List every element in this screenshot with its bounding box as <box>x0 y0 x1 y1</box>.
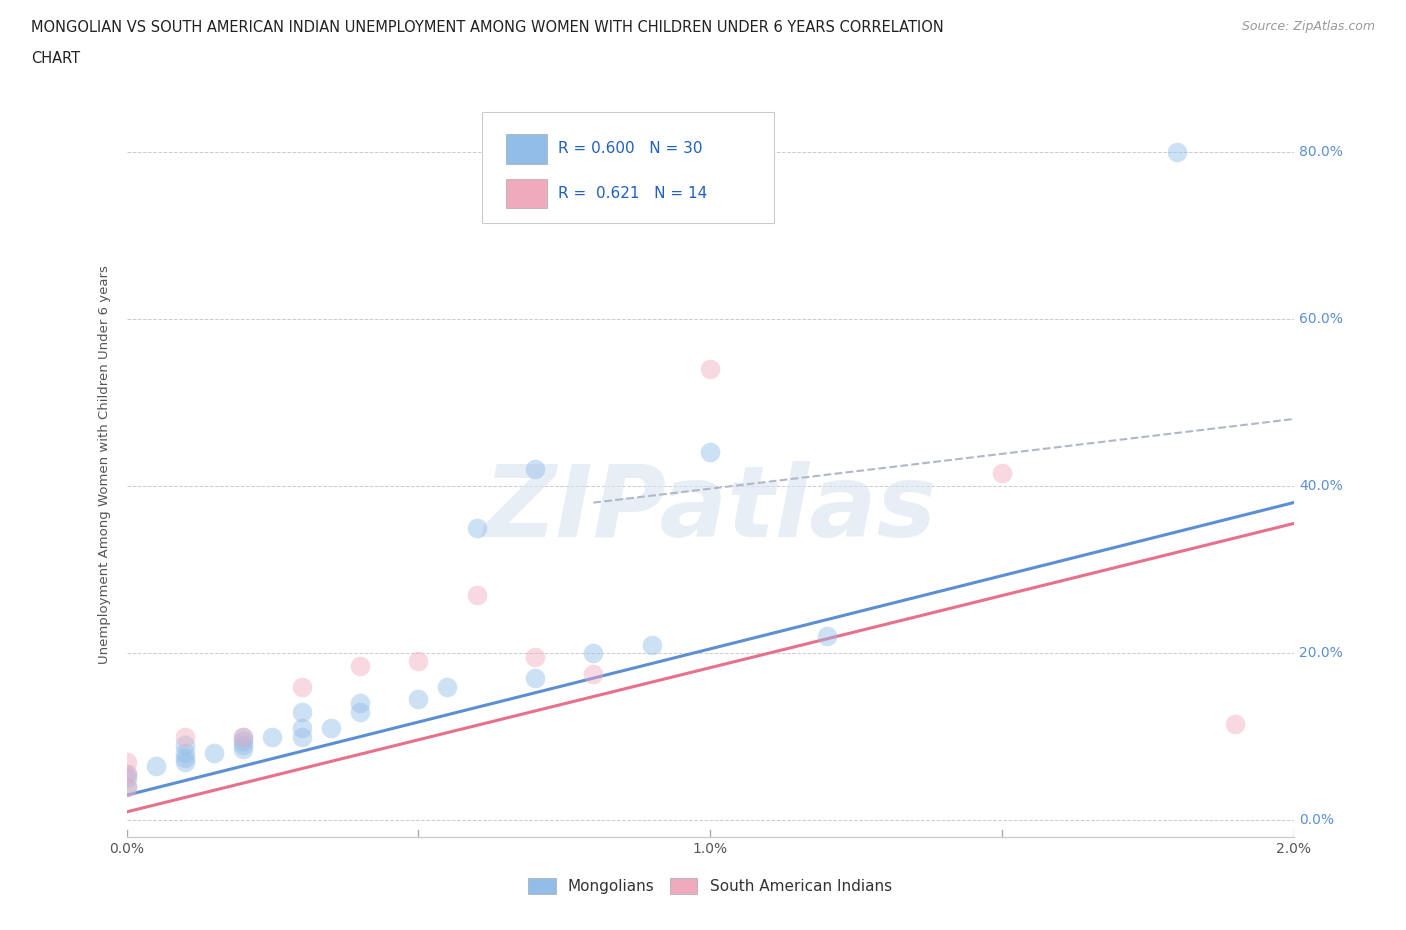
Point <box>232 729 254 744</box>
Point <box>115 767 138 782</box>
Point <box>115 779 138 794</box>
Text: R =  0.621   N = 14: R = 0.621 N = 14 <box>558 186 707 201</box>
Point <box>290 704 312 719</box>
Point <box>465 587 488 602</box>
Text: 60.0%: 60.0% <box>1299 312 1343 326</box>
Point <box>640 637 664 652</box>
Text: R = 0.600   N = 30: R = 0.600 N = 30 <box>558 140 703 155</box>
Point <box>408 654 430 669</box>
Point <box>115 754 138 769</box>
Point <box>145 759 167 774</box>
Point <box>349 658 371 673</box>
Text: ZIPatlas: ZIPatlas <box>484 461 936 558</box>
Point <box>232 729 254 744</box>
Legend: Mongolians, South American Indians: Mongolians, South American Indians <box>522 871 898 900</box>
Text: MONGOLIAN VS SOUTH AMERICAN INDIAN UNEMPLOYMENT AMONG WOMEN WITH CHILDREN UNDER : MONGOLIAN VS SOUTH AMERICAN INDIAN UNEMP… <box>31 20 943 35</box>
Point <box>523 650 546 665</box>
Point <box>202 746 225 761</box>
Point <box>699 362 721 377</box>
Point <box>349 704 371 719</box>
Point <box>990 466 1012 481</box>
Point <box>1166 144 1188 159</box>
Point <box>815 629 838 644</box>
Point <box>232 734 254 749</box>
Point <box>290 729 312 744</box>
Point <box>290 679 312 694</box>
Point <box>262 729 284 744</box>
Text: 0.0%: 0.0% <box>1299 813 1334 828</box>
Point <box>408 692 430 707</box>
Point <box>1223 717 1247 732</box>
Point <box>232 742 254 757</box>
Point <box>582 667 605 682</box>
Point <box>436 679 458 694</box>
Text: 80.0%: 80.0% <box>1299 144 1343 158</box>
FancyBboxPatch shape <box>482 112 775 223</box>
Point <box>232 737 254 752</box>
Text: 20.0%: 20.0% <box>1299 646 1343 660</box>
Bar <box>506 179 547 208</box>
Point <box>523 671 546 685</box>
Point <box>290 721 312 736</box>
Point <box>174 737 197 752</box>
Text: Source: ZipAtlas.com: Source: ZipAtlas.com <box>1241 20 1375 33</box>
Point <box>699 445 721 460</box>
Point <box>523 461 546 476</box>
Point <box>582 645 605 660</box>
Point <box>174 729 197 744</box>
Bar <box>506 134 547 164</box>
Point <box>319 721 342 736</box>
Point <box>349 696 371 711</box>
Point <box>174 751 197 765</box>
Text: 40.0%: 40.0% <box>1299 479 1343 493</box>
Point <box>174 746 197 761</box>
Point <box>465 520 488 535</box>
Point <box>115 771 138 786</box>
Text: CHART: CHART <box>31 51 80 66</box>
Point <box>115 767 138 782</box>
Point <box>115 779 138 794</box>
Point <box>174 754 197 769</box>
Y-axis label: Unemployment Among Women with Children Under 6 years: Unemployment Among Women with Children U… <box>97 266 111 664</box>
